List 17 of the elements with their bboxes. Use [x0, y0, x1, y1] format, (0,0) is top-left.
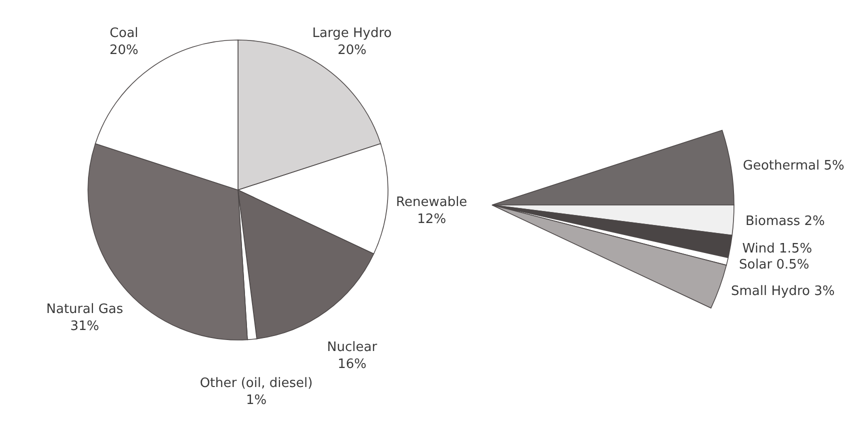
slice-label: Nuclear: [327, 340, 378, 355]
slice-label: Solar 0.5%: [738, 257, 810, 272]
slice-label: Natural Gas: [46, 302, 124, 317]
slice-label: Biomass 2%: [746, 214, 825, 229]
slice-label: Other (oil, diesel): [200, 376, 313, 392]
data-label: 31%: [70, 318, 100, 334]
slice-label: Large Hydro: [312, 26, 392, 42]
data-label: 12%: [417, 212, 446, 228]
slice-label: Small Hydro 3%: [730, 284, 835, 300]
data-label: 20%: [338, 43, 366, 58]
data-label: 20%: [110, 43, 138, 58]
slice-label: Coal: [110, 26, 138, 42]
slice-label: Geothermal 5%: [742, 158, 844, 174]
data-label: 16%: [338, 356, 366, 372]
slice-label: Renewable: [396, 195, 468, 210]
slice-label: Wind 1.5%: [742, 242, 812, 257]
data-label: 1%: [246, 393, 267, 408]
